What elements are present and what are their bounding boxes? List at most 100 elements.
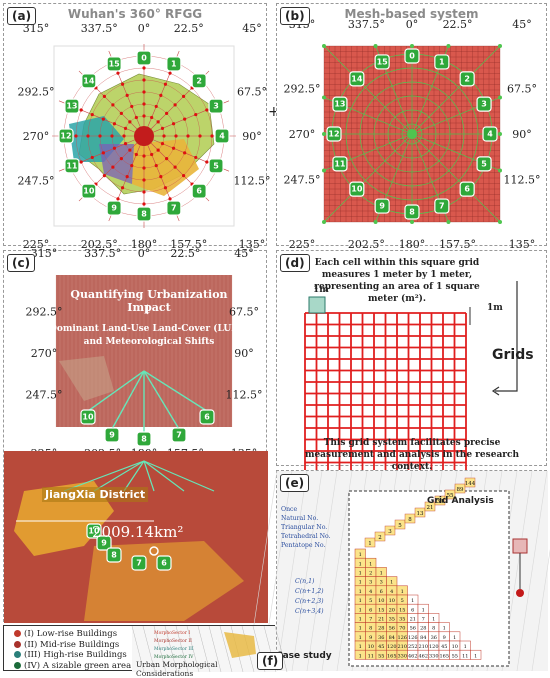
badge-b-12-text: 12 [328, 130, 339, 139]
node-a [98, 134, 102, 138]
pascal-value: 6 [380, 589, 383, 595]
pascal-value: 120 [387, 644, 397, 650]
badge-c2-6-box [156, 555, 172, 571]
corner-node-b [373, 44, 378, 48]
case-study-label: Case study [276, 651, 332, 661]
b-angle-10: 225° [289, 238, 316, 251]
pascal-value: 21 [378, 617, 384, 623]
badge-b-6-box [459, 181, 475, 197]
badge-b-7-box [434, 198, 450, 214]
a-angle-0: 0° [138, 22, 151, 35]
grid-analysis-title: Grid Analysis [427, 496, 494, 506]
badge-b-10: 10 [349, 181, 365, 197]
node-a [160, 142, 165, 146]
c-angle-14: 315° [31, 247, 58, 260]
panel-f-tag: (f) [257, 652, 284, 670]
badge-c-8-box [136, 431, 152, 447]
panel-a-tag: (a) [7, 7, 37, 25]
pascal-value: 1 [359, 589, 362, 595]
badge-a-5-text: 5 [213, 161, 219, 170]
diag-value: 89 [457, 487, 464, 493]
b-angle-0: 0° [406, 18, 419, 31]
badge-b-4: 4 [482, 126, 498, 142]
badge-c-10-text: 10 [82, 413, 94, 422]
b-angle-4: 90° [512, 128, 532, 141]
badge-a-3-text: 3 [213, 102, 219, 111]
square-grid-d [304, 281, 518, 475]
a-angle-7: 157.5° [170, 238, 207, 251]
node-a [120, 186, 125, 190]
pascal-cell [470, 649, 482, 660]
node-a [142, 154, 146, 158]
cell-width-label: 1m [313, 285, 329, 295]
legend-item-1: (II) Mid-rise Buildings [14, 640, 119, 650]
node-a [181, 94, 186, 99]
pascal-grid-e: 11 11 2 11 3 3 11 4 6 4 11 5 10 10 5 11 6 15 20 15 6 11 7 21 35 3… [246, 470, 550, 672]
badge-c-6-box [199, 409, 215, 425]
pascal-value: 70 [399, 626, 405, 632]
impact-title: Quantifying Urbanization Impact [70, 288, 228, 314]
panel-a-title: Wuhan's 360° RFGG [67, 7, 203, 21]
badge-c2-8-text: 8 [111, 551, 117, 560]
b-angle-9: 202.5° [348, 238, 385, 251]
b-angle-7: 157.5° [439, 238, 476, 251]
pascal-value: 7 [422, 617, 425, 623]
corner-node-b [373, 220, 378, 224]
node-a [101, 151, 105, 155]
diag-cell [424, 501, 436, 512]
morpho-street [175, 625, 189, 673]
jiangxia-ray-3 [143, 460, 155, 492]
node-a [142, 78, 146, 82]
pascal-value: 10 [389, 598, 395, 604]
pascal-value: 462 [408, 653, 418, 659]
node-a [116, 197, 120, 201]
badge-b-6: 6 [459, 181, 475, 197]
badge-c2-9-box [96, 535, 112, 551]
b-angle-2: 45° [512, 18, 532, 31]
pascal-value: 10 [378, 598, 384, 604]
grid-description-top: Each cell within this square grid measur… [314, 258, 480, 304]
diag-value: 55 [447, 493, 454, 499]
grids-arrow [495, 281, 518, 392]
pascal-value: 1 [359, 635, 362, 641]
a-angle-4: 90° [242, 130, 262, 143]
node-a [130, 104, 134, 109]
pascal-value: 35 [389, 617, 395, 623]
badge-b-9: 9 [374, 198, 390, 214]
corner-node-b [498, 168, 502, 173]
pascal-value: 36 [378, 635, 384, 641]
badge-a-0-box [136, 50, 152, 66]
morpho-street [208, 625, 222, 673]
pascal-value: 4 [369, 589, 372, 595]
pascal-value: 21 [410, 617, 416, 623]
b-angle-12: 270° [289, 128, 316, 141]
badge-b-13: 13 [332, 96, 348, 112]
badge-c2-7: 7 [131, 555, 147, 571]
badge-c-10-box [80, 409, 96, 425]
pascal-value: 1 [401, 589, 404, 595]
badge-b-5-box [476, 156, 492, 172]
node-a [159, 175, 163, 179]
morpho-street [131, 625, 145, 673]
node-a [194, 112, 198, 117]
node-a [142, 66, 146, 70]
cell-height-label: 1m [487, 303, 503, 313]
pascal-value: 252 [408, 644, 418, 650]
c-angle-1: 22.5° [170, 247, 200, 260]
badge-a-12-box [58, 128, 74, 144]
badge-b-8-text: 8 [409, 208, 415, 217]
badge-a-1-box [166, 56, 182, 72]
node-a [116, 71, 120, 75]
diag-value: 13 [417, 511, 424, 517]
series-label-4: Pentatope No. [281, 542, 326, 549]
series-label-3: Tetrahedral No. [281, 533, 331, 540]
node-a [142, 166, 146, 170]
node-a [134, 152, 138, 157]
pascal-value: 462 [418, 653, 428, 659]
node-a [171, 122, 176, 126]
node-a [142, 202, 146, 206]
diag-cell [404, 513, 416, 524]
pascal-value: 4 [390, 589, 393, 595]
legend-dot-0 [14, 630, 21, 637]
